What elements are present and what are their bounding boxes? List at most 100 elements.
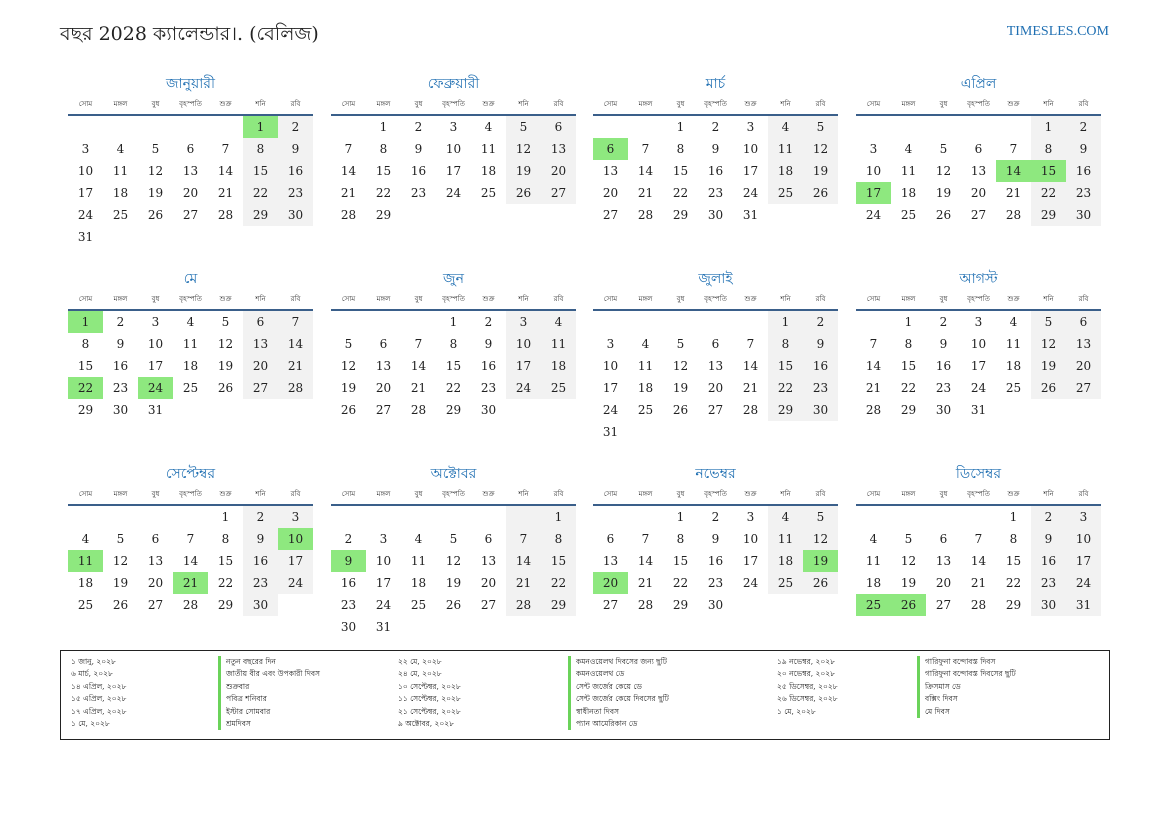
day-cell[interactable]: 18 [410, 576, 427, 590]
day-cell[interactable]: 1 [676, 120, 685, 134]
day-cell[interactable]: 13 [182, 164, 199, 178]
holiday-day-cell[interactable]: 14 [996, 160, 1031, 182]
day-cell[interactable]: 4 [768, 116, 803, 138]
day-cell[interactable]: 12 [935, 164, 952, 178]
day-cell[interactable]: 20 [243, 355, 278, 377]
day-cell[interactable]: 9 [116, 337, 125, 351]
day-cell[interactable]: 8 [1009, 532, 1018, 546]
day-cell[interactable]: 16 [935, 359, 952, 373]
day-cell[interactable]: 11 [865, 554, 882, 568]
day-cell[interactable]: 27 [970, 208, 987, 222]
day-cell[interactable]: 5 [116, 532, 125, 546]
day-cell[interactable]: 27 [541, 182, 576, 204]
day-cell[interactable]: 11 [182, 337, 199, 351]
day-cell[interactable]: 8 [541, 528, 576, 550]
day-cell[interactable]: 7 [414, 337, 423, 351]
day-cell[interactable]: 30 [707, 208, 724, 222]
day-cell[interactable]: 9 [939, 337, 948, 351]
day-cell[interactable]: 5 [221, 315, 230, 329]
day-cell[interactable]: 15 [900, 359, 917, 373]
day-cell[interactable]: 4 [541, 311, 576, 333]
day-cell[interactable]: 20 [707, 381, 724, 395]
day-cell[interactable]: 7 [506, 528, 541, 550]
day-cell[interactable]: 25 [182, 381, 199, 395]
holiday-day-cell[interactable]: 6 [593, 138, 628, 160]
day-cell[interactable]: 15 [243, 160, 278, 182]
day-cell[interactable]: 28 [506, 594, 541, 616]
day-cell[interactable]: 26 [340, 403, 357, 417]
day-cell[interactable]: 15 [375, 164, 392, 178]
day-cell[interactable]: 24 [742, 576, 759, 590]
day-cell[interactable]: 16 [112, 359, 129, 373]
day-cell[interactable]: 12 [900, 554, 917, 568]
day-cell[interactable]: 22 [375, 186, 392, 200]
holiday-day-cell[interactable]: 24 [138, 377, 173, 399]
day-cell[interactable]: 27 [602, 598, 619, 612]
day-cell[interactable]: 1 [676, 510, 685, 524]
day-cell[interactable]: 14 [970, 554, 987, 568]
day-cell[interactable]: 16 [1066, 160, 1101, 182]
day-cell[interactable]: 6 [151, 532, 160, 546]
day-cell[interactable]: 11 [112, 164, 129, 178]
day-cell[interactable]: 8 [243, 138, 278, 160]
day-cell[interactable]: 1 [904, 315, 913, 329]
day-cell[interactable]: 3 [869, 142, 878, 156]
day-cell[interactable]: 3 [81, 142, 90, 156]
day-cell[interactable]: 28 [340, 208, 357, 222]
day-cell[interactable]: 8 [904, 337, 913, 351]
day-cell[interactable]: 13 [602, 554, 619, 568]
day-cell[interactable]: 26 [147, 208, 164, 222]
day-cell[interactable]: 21 [742, 381, 759, 395]
day-cell[interactable]: 17 [278, 550, 313, 572]
day-cell[interactable]: 9 [243, 528, 278, 550]
day-cell[interactable]: 30 [278, 204, 313, 226]
day-cell[interactable]: 28 [865, 403, 882, 417]
day-cell[interactable]: 2 [1031, 506, 1066, 528]
day-cell[interactable]: 1 [541, 506, 576, 528]
day-cell[interactable]: 13 [541, 138, 576, 160]
day-cell[interactable]: 24 [445, 186, 462, 200]
day-cell[interactable]: 4 [768, 506, 803, 528]
day-cell[interactable]: 12 [147, 164, 164, 178]
day-cell[interactable]: 29 [77, 403, 94, 417]
day-cell[interactable]: 10 [742, 532, 759, 546]
day-cell[interactable]: 16 [340, 576, 357, 590]
day-cell[interactable]: 12 [445, 554, 462, 568]
day-cell[interactable]: 25 [480, 186, 497, 200]
day-cell[interactable]: 25 [541, 377, 576, 399]
day-cell[interactable]: 22 [217, 576, 234, 590]
day-cell[interactable]: 28 [1005, 208, 1022, 222]
day-cell[interactable]: 5 [904, 532, 913, 546]
day-cell[interactable]: 6 [939, 532, 948, 546]
day-cell[interactable]: 18 [112, 186, 129, 200]
day-cell[interactable]: 27 [182, 208, 199, 222]
day-cell[interactable]: 14 [506, 550, 541, 572]
day-cell[interactable]: 10 [970, 337, 987, 351]
day-cell[interactable]: 6 [974, 142, 983, 156]
day-cell[interactable]: 13 [970, 164, 987, 178]
day-cell[interactable]: 11 [900, 164, 917, 178]
day-cell[interactable]: 14 [182, 554, 199, 568]
day-cell[interactable]: 12 [1031, 333, 1066, 355]
day-cell[interactable]: 20 [1066, 355, 1101, 377]
day-cell[interactable]: 9 [711, 532, 720, 546]
day-cell[interactable]: 13 [375, 359, 392, 373]
day-cell[interactable]: 18 [541, 355, 576, 377]
day-cell[interactable]: 5 [1031, 311, 1066, 333]
day-cell[interactable]: 2 [414, 120, 423, 134]
day-cell[interactable]: 12 [340, 359, 357, 373]
day-cell[interactable]: 29 [900, 403, 917, 417]
day-cell[interactable]: 5 [506, 116, 541, 138]
day-cell[interactable]: 29 [672, 598, 689, 612]
day-cell[interactable]: 1 [768, 311, 803, 333]
day-cell[interactable]: 16 [278, 160, 313, 182]
day-cell[interactable]: 29 [445, 403, 462, 417]
day-cell[interactable]: 30 [112, 403, 129, 417]
day-cell[interactable]: 4 [1009, 315, 1018, 329]
day-cell[interactable]: 8 [221, 532, 230, 546]
day-cell[interactable]: 4 [641, 337, 650, 351]
day-cell[interactable]: 24 [1066, 572, 1101, 594]
day-cell[interactable]: 17 [602, 381, 619, 395]
day-cell[interactable]: 15 [768, 355, 803, 377]
day-cell[interactable]: 14 [865, 359, 882, 373]
